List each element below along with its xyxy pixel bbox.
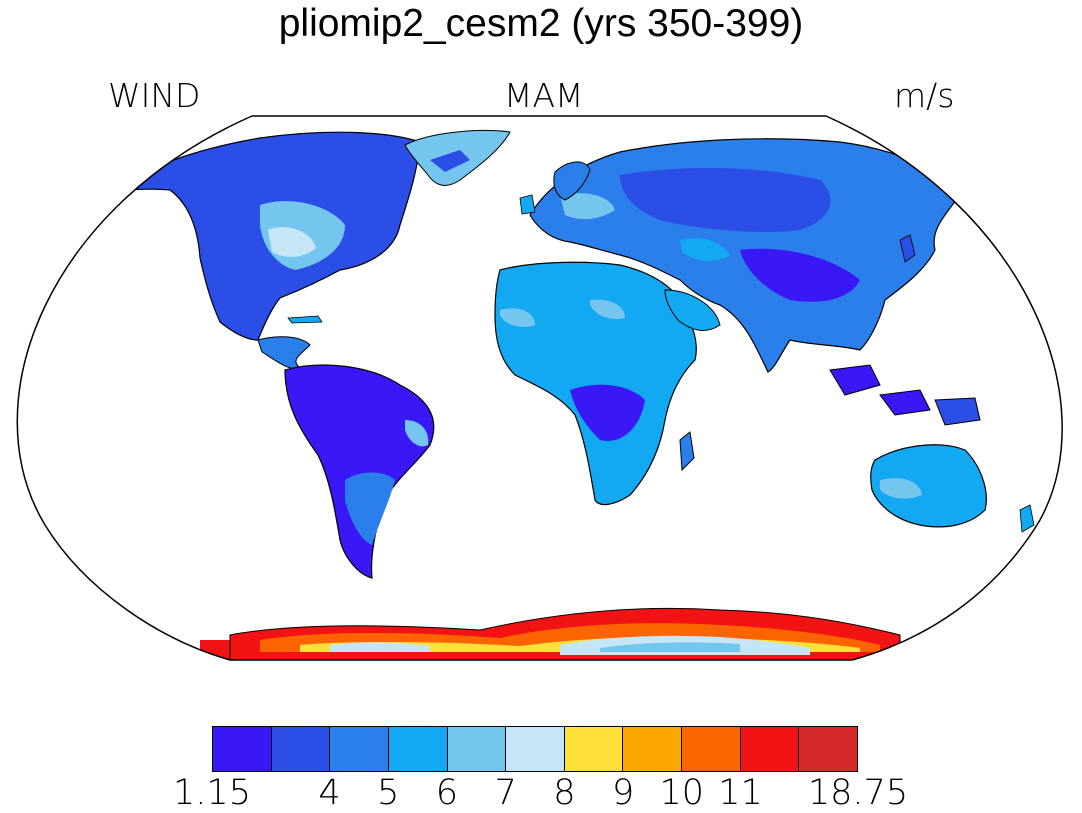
colorbar-cell	[623, 727, 683, 771]
colorbar-tick-label: 10	[659, 773, 705, 813]
central-america	[257, 336, 311, 370]
units-label: m/s	[894, 76, 955, 115]
africa	[494, 261, 697, 506]
australia	[870, 444, 987, 528]
colorbar-cell	[271, 727, 331, 771]
colorbar-tick-label: 8	[553, 773, 576, 813]
world-map	[16, 115, 1063, 661]
plot-title: pliomip2_cesm2 (yrs 350-399)	[278, 2, 804, 45]
colorbar-tick-label: 1.15	[173, 773, 251, 813]
colorbar-tick-label: 11	[718, 773, 763, 813]
colorbar-cell	[564, 727, 624, 771]
colorbar-cell	[740, 727, 800, 771]
season-label: MAM	[504, 76, 584, 115]
colorbar-cell	[330, 727, 389, 771]
north-america-core	[268, 227, 316, 257]
colorbar-cell	[506, 727, 565, 771]
colorbar-cell	[213, 727, 272, 771]
colorbar-tick-label: 7	[494, 773, 517, 813]
colorbar-tick-label: 5	[377, 773, 400, 813]
colorbar-tick-label: 4	[318, 773, 341, 813]
colorbar-tick-label: 6	[435, 773, 459, 813]
colorbar-tick-label: 9	[611, 773, 635, 813]
colorbar-tick-labels: 1.15 4 5 6 7 8 9 10 11 18.75	[0, 774, 1082, 812]
colorbar	[212, 726, 858, 772]
colorbar-cell	[799, 727, 858, 771]
colorbar-cell	[388, 727, 448, 771]
colorbar-tick-label: 18.75	[807, 773, 909, 813]
colorbar-cell	[682, 727, 741, 771]
variable-label: WIND	[108, 76, 201, 115]
map-border	[16, 115, 1063, 661]
colorbar-cell	[447, 727, 507, 771]
